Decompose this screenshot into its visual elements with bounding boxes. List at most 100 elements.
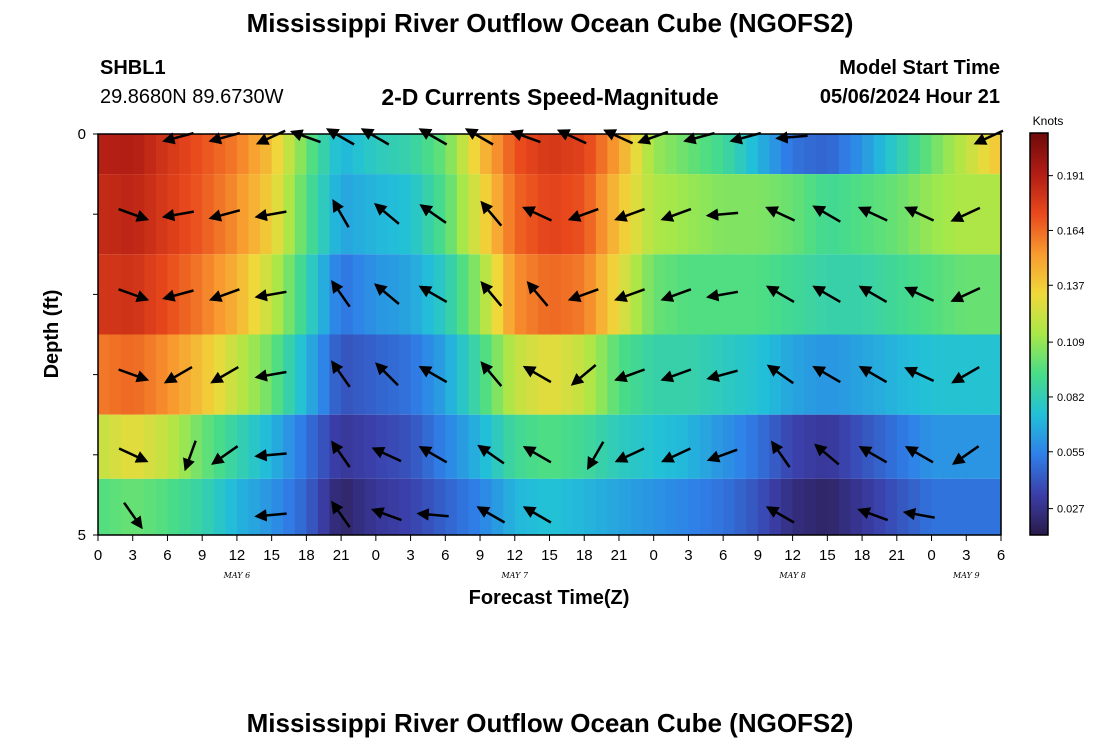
heatmap-cell <box>908 414 921 479</box>
heatmap-cell <box>676 414 690 479</box>
heatmap-cell <box>236 134 250 175</box>
current-vector-arrow <box>418 128 448 146</box>
heatmap-cell <box>202 478 215 535</box>
current-vector-arrow <box>765 285 795 303</box>
heatmap-cell <box>98 254 111 335</box>
heatmap-cell <box>236 478 250 535</box>
heatmap-cell <box>757 478 771 535</box>
x-day-label: MAY 9 <box>952 571 980 580</box>
heatmap-cell <box>653 174 666 255</box>
heatmap-cell <box>190 254 203 335</box>
heatmap-cell <box>491 334 504 415</box>
heatmap-cell <box>873 414 886 479</box>
heatmap-cell <box>873 174 886 255</box>
heatmap-cell <box>537 478 551 535</box>
current-vector-arrow <box>705 208 739 221</box>
x-tick-label: 6 <box>441 547 449 564</box>
heatmap-cell <box>618 414 632 479</box>
heatmap-cell <box>109 174 122 255</box>
heatmap-cell <box>746 174 759 255</box>
heatmap-cell <box>700 334 713 415</box>
x-day-label: MAY 6 <box>223 571 251 580</box>
heatmap-cell <box>294 414 307 479</box>
heatmap-cell <box>410 478 423 535</box>
heatmap-cell <box>422 134 435 175</box>
heatmap-cell <box>306 334 319 415</box>
heatmap-cell <box>248 334 261 415</box>
heatmap-cell <box>202 174 215 255</box>
heatmap-cell <box>121 254 134 335</box>
heatmap-cell <box>676 334 690 415</box>
heatmap-cell <box>364 134 377 175</box>
x-tick-label: 6 <box>997 547 1005 564</box>
heatmap-cell <box>804 134 817 175</box>
heatmap-cell <box>908 134 921 175</box>
heatmap-cell <box>642 254 655 335</box>
heatmap-cell <box>109 478 122 535</box>
current-vector-arrow <box>660 368 692 383</box>
current-vector-arrow <box>973 129 1004 145</box>
current-vector-arrow <box>770 440 791 468</box>
heatmap-cell <box>642 414 655 479</box>
heatmap-cell <box>503 414 516 479</box>
heatmap-cell <box>433 414 446 479</box>
x-tick-label: 3 <box>406 547 414 564</box>
heatmap-cell <box>896 134 909 175</box>
y-axis-label: Depth (ft) <box>41 290 63 379</box>
current-vector-arrow <box>858 365 888 384</box>
current-vector-arrow <box>332 199 350 228</box>
heatmap-cell <box>410 414 423 479</box>
heatmap-cell <box>781 478 794 535</box>
heatmap-cell <box>352 334 365 415</box>
heatmap-cell <box>456 414 470 479</box>
heatmap-cell <box>873 478 886 535</box>
heatmap-cell <box>121 334 134 415</box>
heatmap-cell <box>919 174 933 255</box>
heatmap-cell <box>236 334 250 415</box>
heatmap-cell <box>317 334 331 415</box>
heatmap-cell <box>815 478 828 535</box>
heatmap-cell <box>561 174 574 255</box>
heatmap-cell <box>653 334 666 415</box>
heatmap-cell <box>236 174 250 255</box>
heatmap-cell <box>352 134 365 175</box>
heatmap-cell <box>468 334 481 415</box>
heatmap-cell <box>98 334 111 415</box>
current-vector-arrow <box>904 206 935 222</box>
heatmap-cell <box>885 254 898 335</box>
current-vector-arrow <box>858 285 888 303</box>
heatmap-cell <box>271 414 284 479</box>
heatmap-cell <box>236 254 250 335</box>
x-tick-label: 6 <box>163 547 171 564</box>
heatmap-cell <box>341 414 354 479</box>
heatmap-cell <box>665 478 678 535</box>
heatmap-cell <box>688 254 701 335</box>
colorbar-tick-label: 0.109 <box>1057 337 1085 349</box>
heatmap-cell <box>734 478 747 535</box>
colorbar-tick-label: 0.164 <box>1057 225 1085 237</box>
current-vector-arrow <box>857 507 889 522</box>
heatmap-cell <box>549 174 562 255</box>
heatmap-cell <box>595 478 608 535</box>
heatmap-cell <box>410 174 423 255</box>
heatmap-cell <box>804 334 817 415</box>
heatmap-cell <box>132 134 145 175</box>
heatmap-cell <box>931 478 944 535</box>
x-tick-label: 12 <box>506 547 523 564</box>
heatmap-cell <box>109 334 122 415</box>
heatmap-cell <box>410 254 423 335</box>
heatmap-cell <box>977 478 991 535</box>
heatmap-cell <box>873 134 886 175</box>
current-vector-arrow <box>419 204 447 224</box>
main-title: Mississippi River Outflow Ocean Cube (NG… <box>246 8 854 38</box>
current-vector-arrow <box>522 506 552 524</box>
heatmap-cell <box>317 134 331 175</box>
heatmap-cell <box>711 478 724 535</box>
heatmap-cell <box>746 334 759 415</box>
heatmap-cell <box>375 134 389 175</box>
heatmap-cell <box>850 478 863 535</box>
heatmap-cell <box>642 478 655 535</box>
heatmap-cell <box>98 478 111 535</box>
heatmap-cell <box>155 254 169 335</box>
heatmap-cell <box>468 134 481 175</box>
